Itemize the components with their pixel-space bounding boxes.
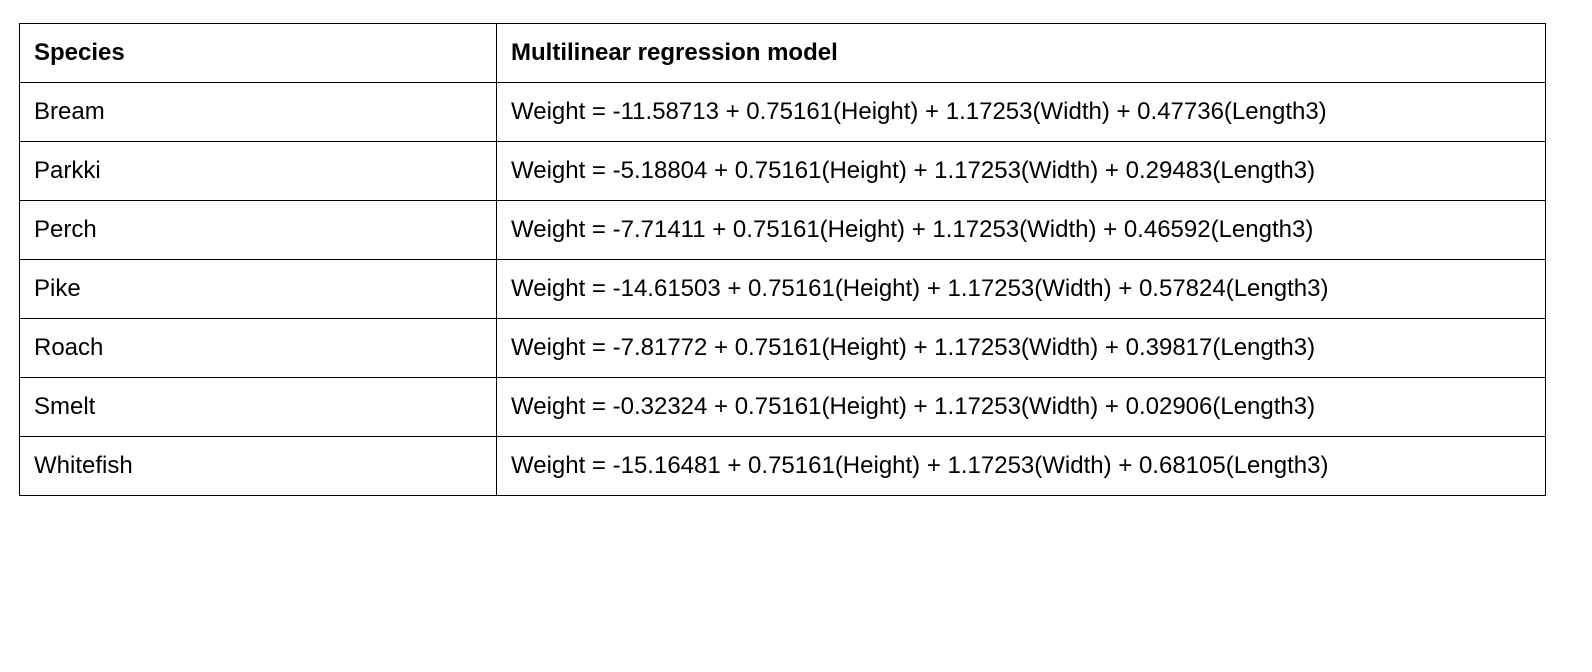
regression-table: Species Multilinear regression model Bre… <box>19 23 1546 496</box>
regression-table-container: Species Multilinear regression model Bre… <box>19 23 1546 496</box>
table-row: Perch Weight = -7.71411 + 0.75161(Height… <box>19 200 1546 260</box>
cell-model: Weight = -14.61503 + 0.75161(Height) + 1… <box>496 259 1546 319</box>
cell-model: Weight = -5.18804 + 0.75161(Height) + 1.… <box>496 141 1546 201</box>
cell-model: Weight = -7.71411 + 0.75161(Height) + 1.… <box>496 200 1546 260</box>
table-row: Roach Weight = -7.81772 + 0.75161(Height… <box>19 318 1546 378</box>
table-row: Parkki Weight = -5.18804 + 0.75161(Heigh… <box>19 141 1546 201</box>
cell-model: Weight = -7.81772 + 0.75161(Height) + 1.… <box>496 318 1546 378</box>
cell-model: Weight = -15.16481 + 0.75161(Height) + 1… <box>496 436 1546 496</box>
cell-species: Whitefish <box>19 436 497 496</box>
table-row: Whitefish Weight = -15.16481 + 0.75161(H… <box>19 436 1546 496</box>
cell-species: Perch <box>19 200 497 260</box>
cell-model: Weight = -0.32324 + 0.75161(Height) + 1.… <box>496 377 1546 437</box>
cell-species: Smelt <box>19 377 497 437</box>
cell-species: Parkki <box>19 141 497 201</box>
cell-species: Roach <box>19 318 497 378</box>
table-row: Pike Weight = -14.61503 + 0.75161(Height… <box>19 259 1546 319</box>
cell-model: Weight = -11.58713 + 0.75161(Height) + 1… <box>496 82 1546 142</box>
header-model: Multilinear regression model <box>496 23 1546 83</box>
table-header-row: Species Multilinear regression model <box>19 23 1546 83</box>
cell-species: Pike <box>19 259 497 319</box>
table-row: Smelt Weight = -0.32324 + 0.75161(Height… <box>19 377 1546 437</box>
header-species: Species <box>19 23 497 83</box>
cell-species: Bream <box>19 82 497 142</box>
table-row: Bream Weight = -11.58713 + 0.75161(Heigh… <box>19 82 1546 142</box>
